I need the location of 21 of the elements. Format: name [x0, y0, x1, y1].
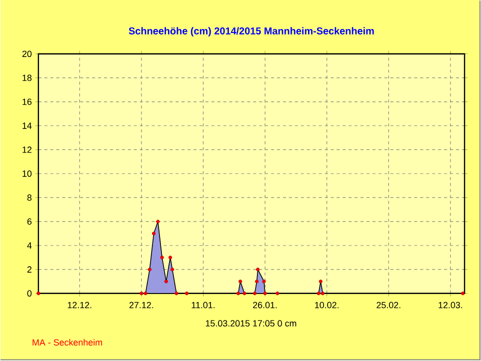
- x-tick-label: 27.12.: [129, 302, 154, 308]
- y-tick-label: 16: [22, 98, 32, 106]
- x-tick-label: 26.01.: [253, 302, 277, 308]
- text: MA - Seckenheim: [32, 339, 102, 346]
- x-tick-label: 12.12.: [68, 302, 92, 308]
- y-tick-label: 20: [22, 50, 32, 58]
- y-tick-label: 14: [22, 122, 32, 129]
- x-tick-label: 12.03.: [438, 302, 462, 308]
- y-tick-label: 8: [27, 194, 32, 201]
- text: 15.03.2015 17:05 0 cm: [206, 320, 296, 327]
- y-tick-label: 6: [27, 218, 32, 225]
- y-tick-label: 4: [27, 242, 32, 249]
- x-tick-label: 25.02.: [376, 302, 400, 308]
- y-tick-label: 12: [22, 146, 32, 153]
- chart-title: Schneehöhe (cm) 2014/2015 Mannheim-Seckenheim: [128, 27, 374, 37]
- y-tick-label: 2: [27, 266, 32, 273]
- y-tick-label: 10: [22, 170, 32, 177]
- y-tick-label: 18: [22, 74, 32, 82]
- x-tick-label: 11.01.: [192, 302, 215, 308]
- x-tick-label: 10.02.: [315, 302, 338, 308]
- y-tick-label: 0: [27, 290, 32, 297]
